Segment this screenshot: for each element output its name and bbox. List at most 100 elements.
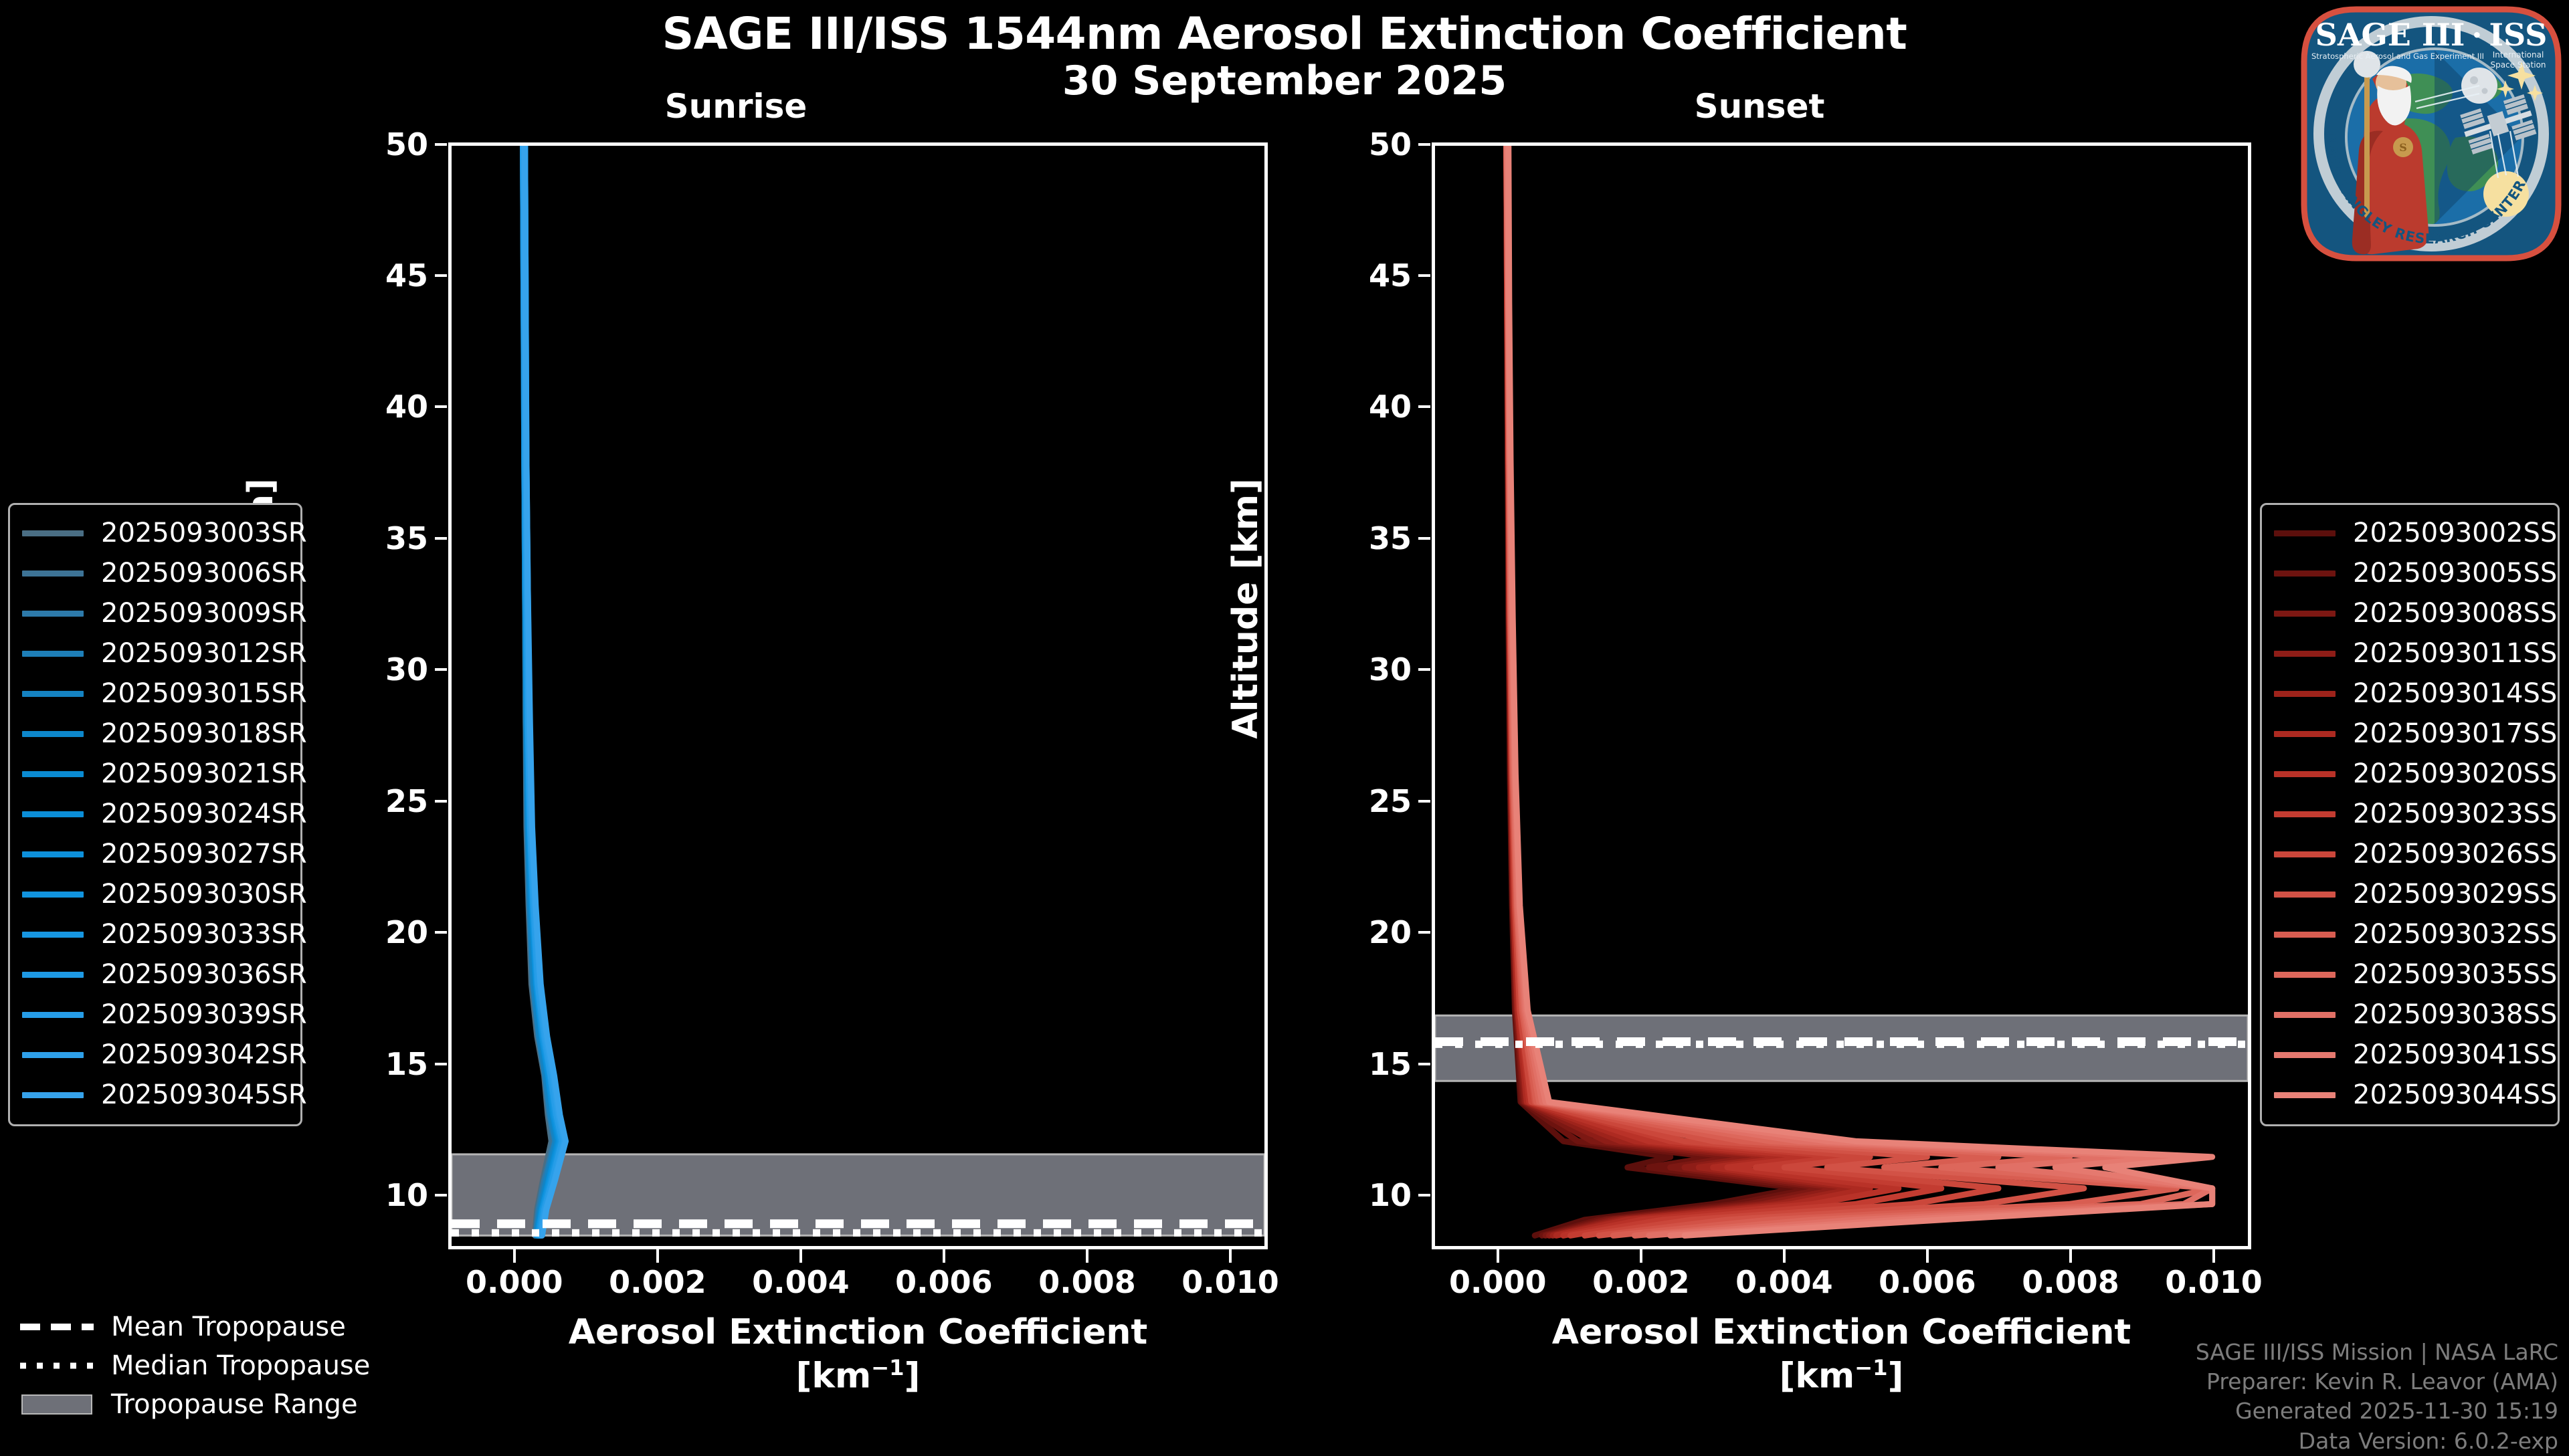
legend-label-2025093024SR: 2025093024SR <box>101 799 307 829</box>
x-axis-tick-mark-sunrise-0.004 <box>799 1249 802 1263</box>
legend-label-2025093044SS: 2025093044SS <box>2353 1079 2558 1110</box>
x-axis-tick-mark-sunset-0.008 <box>2069 1249 2072 1263</box>
legend-item-2025093017SS[interactable]: 2025093017SS <box>2274 714 2557 754</box>
page-title: SAGE III/ISS 1544nm Aerosol Extinction C… <box>662 8 1907 60</box>
legend-color-swatch-2025093035SS <box>2274 971 2336 978</box>
x-axis-title-text-sunset: Aerosol Extinction Coefficient <box>1551 1312 2131 1352</box>
legend-item-2025093012SR[interactable]: 2025093012SR <box>22 633 307 673</box>
legend-item-2025093026SS[interactable]: 2025093026SS <box>2274 834 2557 874</box>
y-axis-tick-label-sunset-25: 25 <box>1368 783 1412 819</box>
plot-panel-sunrise <box>448 142 1268 1249</box>
legend-item-2025093030SR[interactable]: 2025093030SR <box>22 874 307 914</box>
legend-item-2025093041SS[interactable]: 2025093041SS <box>2274 1035 2557 1075</box>
legend-item-2025093011SS[interactable]: 2025093011SS <box>2274 633 2557 673</box>
y-axis-tick-mark-sunrise-50 <box>435 142 447 146</box>
legend-label-2025093045SR: 2025093045SR <box>101 1079 307 1110</box>
staff <box>2364 64 2370 218</box>
legend-item-2025093014SS[interactable]: 2025093014SS <box>2274 673 2557 714</box>
legend-item-2025093015SR[interactable]: 2025093015SR <box>22 673 307 714</box>
y-axis-tick-mark-sunset-15 <box>1418 1062 1430 1065</box>
logo-title: SAGE III · ISS <box>2315 17 2548 53</box>
legend-label-2025093033SR: 2025093033SR <box>101 919 307 950</box>
y-axis-tick-label-sunrise-35: 35 <box>385 520 428 556</box>
legend-item-2025093023SS[interactable]: 2025093023SS <box>2274 794 2557 834</box>
y-axis-tick-label-sunset-20: 20 <box>1368 914 1412 951</box>
x-axis-tick-mark-sunrise-0.000 <box>512 1249 516 1263</box>
legend-color-swatch-2025093018SR <box>22 730 84 737</box>
wizard-beard <box>2377 86 2411 126</box>
legend-item-2025093033SR[interactable]: 2025093033SR <box>22 914 307 954</box>
legend-color-swatch-2025093020SS <box>2274 770 2336 777</box>
x-axis-tick-label-sunrise-0.002: 0.002 <box>609 1264 706 1300</box>
legend-label-2025093035SS: 2025093035SS <box>2353 959 2558 990</box>
legend-label-2025093023SS: 2025093023SS <box>2353 799 2558 829</box>
legend-item-2025093035SS[interactable]: 2025093035SS <box>2274 954 2557 995</box>
legend-label-2025093017SS: 2025093017SS <box>2353 718 2558 749</box>
y-axis-tick-mark-sunset-20 <box>1418 931 1430 934</box>
legend-color-swatch-2025093044SS <box>2274 1091 2336 1098</box>
x-axis-tick-mark-sunset-0.010 <box>2212 1249 2215 1263</box>
legend-sunset-events[interactable]: 2025093002SS 2025093005SS 2025093008SS 2025… <box>2260 503 2560 1126</box>
y-axis-tick-label-sunrise-30: 30 <box>385 651 428 688</box>
tropopause-range-band-sunset <box>1435 1014 2248 1082</box>
x-axis-tick-label-sunrise-0.010: 0.010 <box>1181 1264 1279 1300</box>
y-axis-tick-mark-sunset-50 <box>1418 142 1430 146</box>
legend-item-2025093003SR[interactable]: 2025093003SR <box>22 513 307 553</box>
panel-heading-sunset: Sunset <box>1694 87 1825 126</box>
legend-item-2025093008SS[interactable]: 2025093008SS <box>2274 593 2557 633</box>
x-axis-tick-mark-sunrise-0.006 <box>942 1249 945 1263</box>
legend-color-swatch-2025093023SS <box>2274 811 2336 817</box>
svg-text:S: S <box>2399 141 2407 154</box>
x-axis-tick-label-sunrise-0.008: 0.008 <box>1038 1264 1136 1300</box>
y-axis-tick-label-sunrise-10: 10 <box>385 1176 428 1213</box>
legend-item-2025093039SR[interactable]: 2025093039SR <box>22 995 307 1035</box>
logo-subtitle-right-2: Space Station <box>2490 60 2546 70</box>
legend-item-2025093042SR[interactable]: 2025093042SR <box>22 1035 307 1075</box>
legend-color-swatch-2025093027SR <box>22 851 84 857</box>
legend-item-2025093021SR[interactable]: 2025093021SR <box>22 754 307 794</box>
legend-color-swatch-2025093011SS <box>2274 650 2336 657</box>
legend-item-2025093027SR[interactable]: 2025093027SR <box>22 834 307 874</box>
iss-icon <box>2460 94 2537 154</box>
legend-item-2025093005SS[interactable]: 2025093005SS <box>2274 553 2557 593</box>
y-axis-tick-mark-sunrise-40 <box>435 405 447 409</box>
legend-item-tropopause-range: Tropopause Range <box>20 1385 370 1424</box>
y-axis-tick-mark-sunset-10 <box>1418 1193 1430 1197</box>
legend-item-2025093045SR[interactable]: 2025093045SR <box>22 1075 307 1115</box>
legend-color-swatch-2025093008SS <box>2274 610 2336 617</box>
x-axis-tick-label-sunrise-0.000: 0.000 <box>466 1264 563 1300</box>
legend-tropopause: Mean Tropopause Median Tropopause Tropop… <box>20 1308 370 1424</box>
legend-item-2025093009SR[interactable]: 2025093009SR <box>22 593 307 633</box>
plot-canvas-sunset <box>1435 146 2248 1239</box>
x-axis-tick-label-sunrise-0.004: 0.004 <box>752 1264 850 1300</box>
legend-color-swatch-2025093003SR <box>22 530 84 536</box>
legend-label-2025093003SR: 2025093003SR <box>101 518 307 548</box>
plot-area-sunset <box>1435 146 2248 1246</box>
legend-item-2025093044SS[interactable]: 2025093044SS <box>2274 1075 2557 1115</box>
title-block: SAGE III/ISS 1544nm Aerosol Extinction C… <box>0 9 2569 104</box>
legend-label-2025093012SR: 2025093012SR <box>101 638 307 669</box>
legend-item-2025093036SR[interactable]: 2025093036SR <box>22 954 307 995</box>
y-axis-tick-label-sunrise-15: 15 <box>385 1045 428 1082</box>
legend-item-2025093038SS[interactable]: 2025093038SS <box>2274 995 2557 1035</box>
legend-color-swatch-2025093024SR <box>22 811 84 817</box>
logo-subtitle-left: Stratospheric Aerosol and Gas Experiment… <box>2311 51 2484 61</box>
legend-item-2025093002SS[interactable]: 2025093002SS <box>2274 513 2557 553</box>
legend-item-2025093029SS[interactable]: 2025093029SS <box>2274 874 2557 914</box>
legend-label-2025093030SR: 2025093030SR <box>101 879 307 910</box>
legend-label-2025093011SS: 2025093011SS <box>2353 638 2558 669</box>
legend-item-2025093006SR[interactable]: 2025093006SR <box>22 553 307 593</box>
x-axis-title-sunrise: Aerosol Extinction Coefficient [km−1] <box>448 1311 1268 1398</box>
y-axis-title-sunset: Altitude [km] <box>1226 478 1266 739</box>
legend-item-2025093020SS[interactable]: 2025093020SS <box>2274 754 2557 794</box>
legend-label-median-tropopause: Median Tropopause <box>111 1350 371 1381</box>
staff-orb <box>2354 51 2380 78</box>
legend-item-2025093032SS[interactable]: 2025093032SS <box>2274 914 2557 954</box>
legend-item-2025093018SR[interactable]: 2025093018SR <box>22 714 307 754</box>
x-axis-tick-mark-sunset-0.006 <box>1925 1249 1929 1263</box>
legend-sunrise-events[interactable]: 2025093003SR 2025093006SR 2025093009SR 2025… <box>8 503 307 1126</box>
legend-color-swatch-2025093015SR <box>22 690 84 697</box>
legend-item-2025093024SR[interactable]: 2025093024SR <box>22 794 307 834</box>
legend-label-2025093026SS: 2025093026SS <box>2353 839 2558 869</box>
series-line-2025093044SS <box>1505 146 2216 1239</box>
